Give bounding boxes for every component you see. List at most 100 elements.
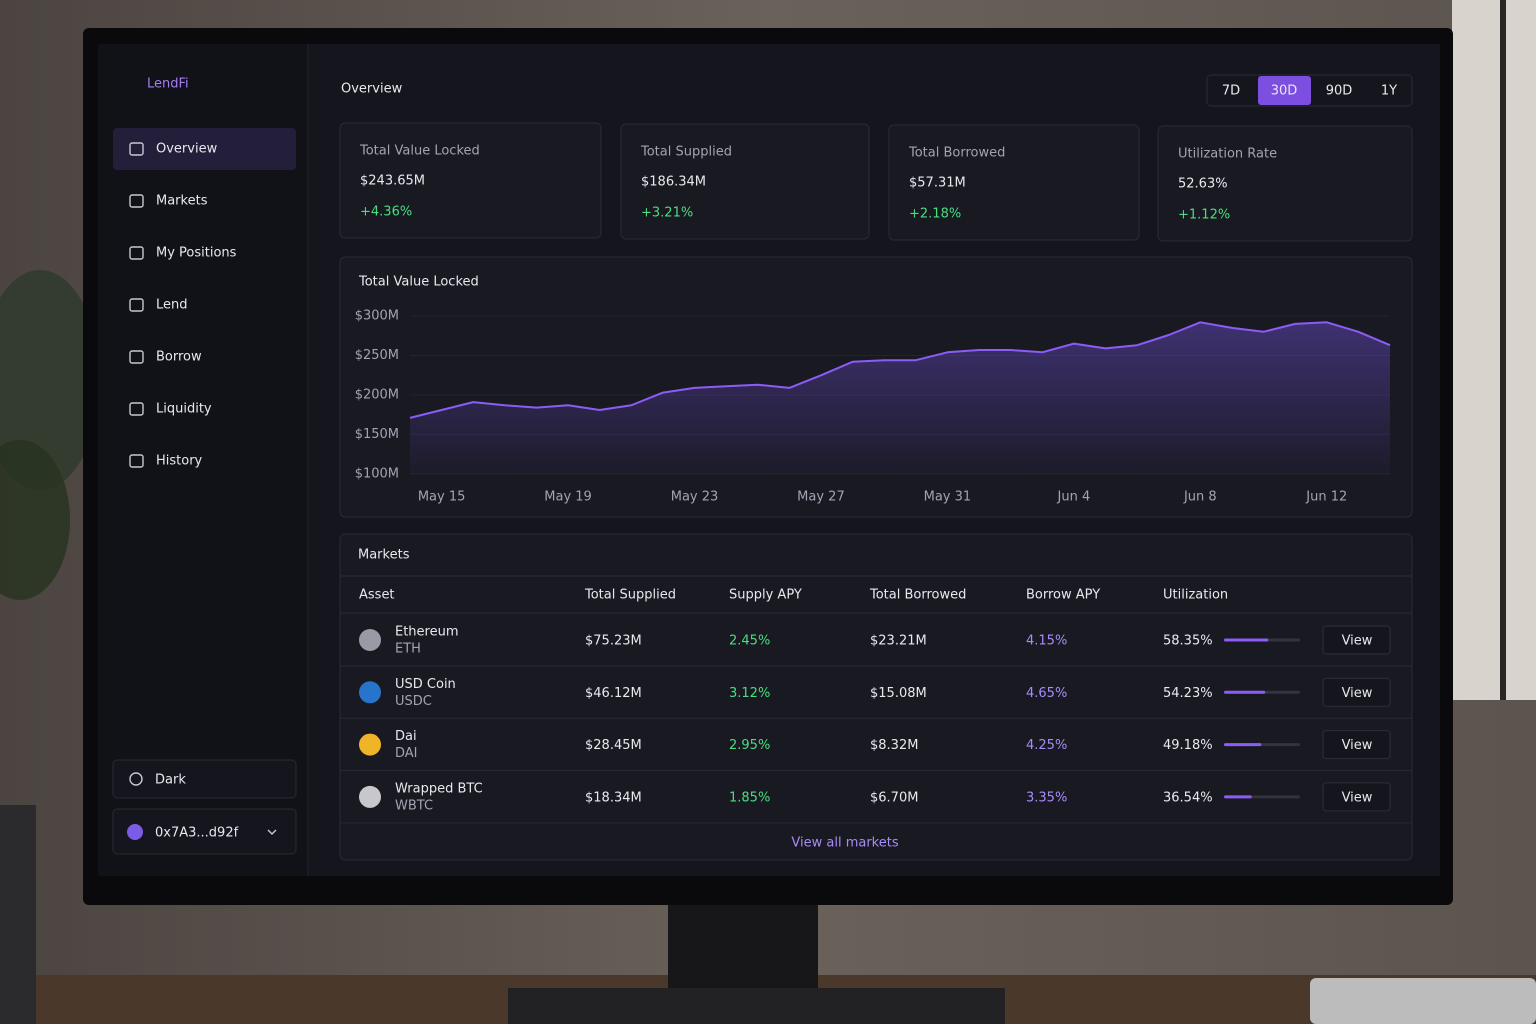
view-button[interactable] <box>1322 677 1391 707</box>
range-button[interactable]: 7D <box>1222 84 1240 99</box>
window-frame <box>1500 0 1506 700</box>
range-button[interactable]: 90D <box>1326 84 1353 99</box>
supply-apy: 2.45% <box>729 634 770 649</box>
total-borrowed: $15.08M <box>870 686 927 701</box>
stat-card <box>339 122 602 239</box>
column-header: Supply APY <box>729 588 802 603</box>
borrow-apy: 4.15% <box>1026 634 1067 649</box>
nav-icon <box>129 454 144 468</box>
utilization-bar <box>1224 743 1262 747</box>
column-header: Total Supplied <box>584 588 676 603</box>
stat-change: +4.36% <box>360 205 412 220</box>
view-button[interactable] <box>1322 625 1391 655</box>
borrow-apy: 3.35% <box>1026 790 1067 805</box>
nav-item[interactable]: Liquidity <box>156 402 212 417</box>
markets-card <box>339 533 1413 861</box>
utilization-bar <box>1224 690 1266 694</box>
view-all-link[interactable]: View all markets <box>791 836 898 851</box>
supply-apy: 2.95% <box>729 738 770 753</box>
asset-name: Dai <box>395 729 417 744</box>
column-header: Asset <box>359 588 395 603</box>
nav-item[interactable]: History <box>156 454 203 469</box>
wallet-button[interactable] <box>112 808 297 855</box>
stat-change: +1.12% <box>1178 208 1230 223</box>
view-label: View <box>1342 686 1373 701</box>
total-supplied: $18.34M <box>585 790 642 805</box>
nav-item[interactable]: Lend <box>156 298 188 313</box>
area-line <box>409 321 1391 419</box>
total-borrowed: $8.32M <box>870 738 918 753</box>
range-button[interactable]: 1Y <box>1381 84 1397 99</box>
nav-item[interactable]: Borrow <box>156 350 202 365</box>
supply-apy: 3.12% <box>729 686 770 701</box>
wallet-chevron <box>267 829 277 835</box>
nav-icon <box>129 142 144 156</box>
asset-name: USD Coin <box>395 677 456 692</box>
x-tick-label: May 23 <box>671 490 719 505</box>
total-supplied: $28.45M <box>585 738 642 753</box>
utilization-bar <box>1224 795 1252 799</box>
y-tick-label: $200M <box>355 388 399 403</box>
theme-label: Dark <box>155 773 186 788</box>
y-tick-label: $250M <box>355 348 399 363</box>
laptop <box>1310 978 1536 1024</box>
asset-icon <box>359 733 381 756</box>
y-tick-label: $100M <box>355 467 399 482</box>
view-label: View <box>1342 738 1373 753</box>
utilization-label: 54.23% <box>1163 686 1213 701</box>
x-tick-label: Jun 8 <box>1183 490 1217 505</box>
chart-title: Total Value Locked <box>358 275 479 290</box>
view-button[interactable] <box>1322 782 1391 812</box>
nav-icon <box>129 350 144 364</box>
stat-label: Total Supplied <box>640 145 732 160</box>
cup <box>0 805 36 1024</box>
area-fill <box>410 322 1390 474</box>
stat-card <box>888 124 1140 241</box>
y-tick-label: $300M <box>355 309 399 324</box>
borrow-apy: 4.25% <box>1026 738 1067 753</box>
plant <box>0 270 100 490</box>
stat-value: 52.63% <box>1178 177 1228 192</box>
theme-toggle[interactable] <box>112 759 297 799</box>
borrow-apy: 4.65% <box>1026 686 1067 701</box>
stat-label: Total Borrowed <box>908 146 1005 161</box>
stat-label: Utilization Rate <box>1178 147 1277 162</box>
wallet-address: 0x7A3...d92f <box>155 826 239 841</box>
asset-name: Wrapped BTC <box>395 781 483 796</box>
view-label: View <box>1342 790 1373 805</box>
markets-title: Markets <box>358 548 410 563</box>
window <box>1452 0 1536 700</box>
stat-change: +2.18% <box>909 207 961 222</box>
x-tick-label: Jun 4 <box>1057 490 1091 505</box>
range-button[interactable]: 30D <box>1271 84 1298 99</box>
monitor-base <box>508 988 1005 1024</box>
stat-change: +3.21% <box>641 206 693 221</box>
stat-value: $243.65M <box>360 174 425 189</box>
asset-symbol: WBTC <box>395 798 433 813</box>
utilization-label: 36.54% <box>1163 790 1213 805</box>
total-supplied: $46.12M <box>585 686 642 701</box>
stat-label: Total Value Locked <box>359 144 480 159</box>
stat-value: $186.34M <box>641 175 706 190</box>
total-borrowed: $23.21M <box>870 634 927 649</box>
nav-item[interactable]: My Positions <box>156 246 237 261</box>
asset-name: Ethereum <box>395 625 459 640</box>
y-tick-label: $150M <box>355 427 399 442</box>
nav-item[interactable]: Overview <box>156 142 218 157</box>
utilization-label: 58.35% <box>1163 634 1213 649</box>
utilization-label: 49.18% <box>1163 738 1213 753</box>
column-header: Utilization <box>1163 588 1228 603</box>
content: Overview Markets My Positions Lend Borrow Liq… <box>112 74 1413 861</box>
plant <box>0 440 70 600</box>
page-title: Overview <box>341 82 403 97</box>
asset-icon <box>359 629 381 651</box>
view-label: View <box>1342 634 1373 649</box>
column-header: Total Borrowed <box>869 588 966 603</box>
nav-icon <box>129 194 144 208</box>
asset-symbol: ETH <box>395 642 421 657</box>
sidebar <box>98 44 308 876</box>
nav-item[interactable]: Markets <box>156 194 208 209</box>
asset-icon <box>359 681 381 704</box>
view-button[interactable] <box>1322 730 1391 760</box>
